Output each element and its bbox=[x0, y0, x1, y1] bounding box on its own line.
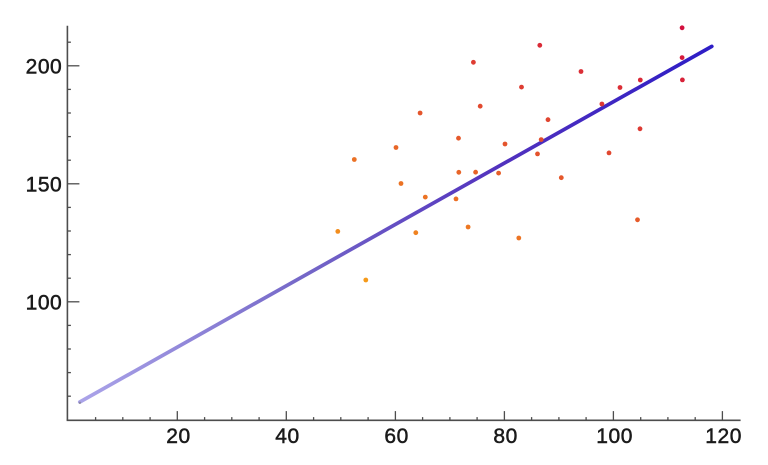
svg-text:120: 120 bbox=[705, 425, 742, 448]
svg-text:100: 100 bbox=[26, 291, 63, 314]
svg-text:20: 20 bbox=[166, 425, 190, 448]
svg-text:40: 40 bbox=[275, 425, 299, 448]
svg-text:200: 200 bbox=[26, 55, 63, 78]
svg-text:60: 60 bbox=[384, 425, 408, 448]
svg-text:100: 100 bbox=[596, 425, 633, 448]
svg-text:150: 150 bbox=[26, 173, 63, 196]
svg-text:80: 80 bbox=[493, 425, 517, 448]
